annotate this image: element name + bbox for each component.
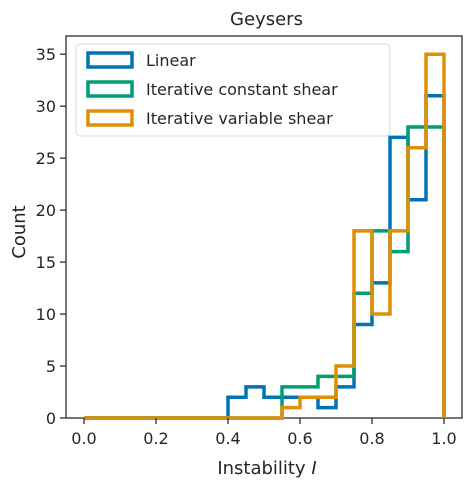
y-tick-label: 10 [36, 305, 56, 324]
legend-swatch [86, 80, 134, 98]
x-tick-label: 0.8 [359, 429, 384, 448]
y-tick-label: 35 [36, 45, 56, 64]
legend-label: Iterative variable shear [146, 109, 333, 128]
y-tick-label: 30 [36, 97, 56, 116]
y-tick-label: 0 [46, 409, 56, 428]
x-tick-label: 0.4 [215, 429, 240, 448]
y-tick-label: 5 [46, 357, 56, 376]
legend-label: Iterative constant shear [146, 80, 338, 99]
legend-swatch [86, 51, 134, 69]
series-layer [84, 52, 446, 420]
x-axis-title: Instability I [217, 458, 316, 479]
y-axis: 0 5 10 15 20 25 30 35 [36, 45, 66, 428]
chart-title: Geysers [230, 9, 303, 30]
legend-swatch [86, 109, 134, 127]
x-tick-label: 0.0 [71, 429, 96, 448]
x-tick-label: 1.0 [431, 429, 456, 448]
series-3-step-outline [84, 52, 446, 420]
y-tick-label: 20 [36, 201, 56, 220]
y-axis-title: Count [9, 205, 30, 258]
x-tick-label: 0.2 [143, 429, 168, 448]
legend-box [75, 43, 391, 137]
legend: Linear Iterative constant shear Iterative … [75, 43, 391, 137]
x-tick-label: 0.6 [287, 429, 312, 448]
x-axis-symbol: I [311, 458, 316, 479]
y-tick-label: 25 [36, 149, 56, 168]
x-axis: 0.0 0.2 0.4 0.6 0.8 1.0 [71, 418, 457, 448]
legend-label: Linear [146, 51, 196, 70]
y-tick-label: 15 [36, 253, 56, 272]
